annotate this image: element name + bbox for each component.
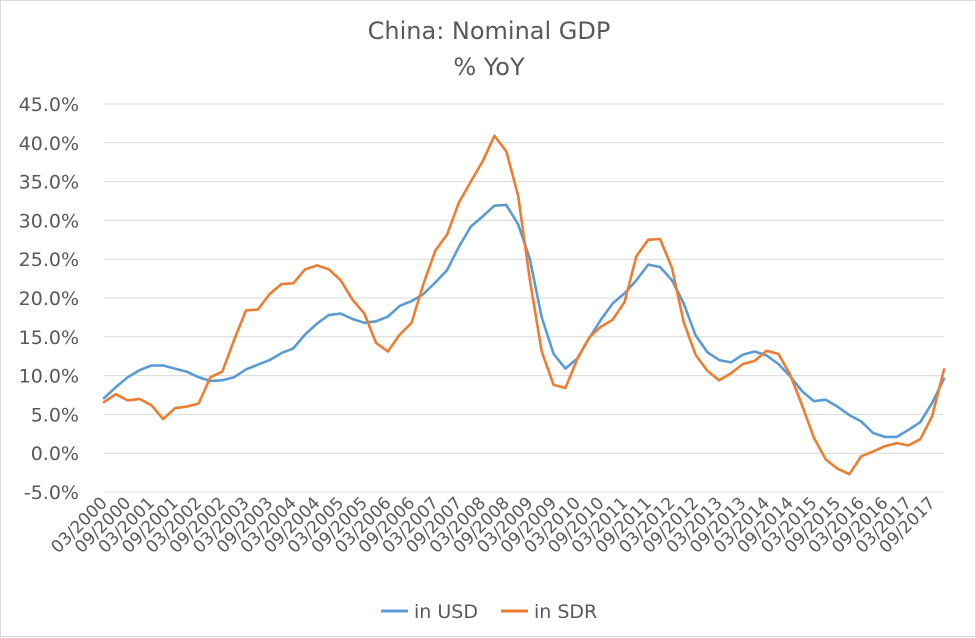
y-tick-label: 10.0% [19, 366, 79, 388]
chart-title: China: Nominal GDP [368, 17, 611, 45]
legend-label-sdr: in SDR [534, 601, 597, 623]
x-axis-tick-labels: 03/200009/200003/200109/200103/200209/20… [47, 493, 939, 557]
y-tick-label: 40.0% [19, 133, 79, 155]
legend-label-usd: in USD [414, 601, 478, 623]
y-tick-label: 20.0% [19, 288, 79, 310]
y-tick-label: 0.0% [31, 443, 79, 465]
chart-subtitle: % YoY [453, 53, 525, 81]
y-tick-label: 15.0% [19, 327, 79, 349]
series-lines [102, 134, 946, 476]
y-tick-label: 45.0% [19, 94, 79, 116]
series-line-sdr [102, 134, 946, 476]
y-tick-label: -5.0% [24, 482, 79, 504]
y-tick-label: 30.0% [19, 210, 79, 232]
y-axis-tick-labels: -5.0% 0.0% 5.0% 10.0% 15.0% 20.0% 25.0% 30.0% 35… [19, 94, 79, 504]
legend: in USD in SDR [381, 601, 597, 623]
y-tick-label: 5.0% [31, 404, 79, 426]
y-tick-label: 35.0% [19, 172, 79, 194]
y-tick-label: 25.0% [19, 249, 79, 271]
gridlines [104, 103, 944, 493]
chart-title-group: China: Nominal GDP % YoY [368, 17, 611, 81]
